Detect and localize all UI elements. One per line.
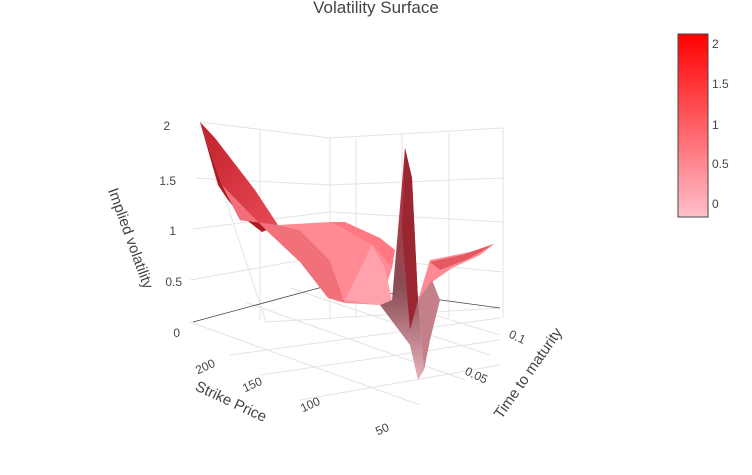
surface-patch bbox=[222, 185, 345, 303]
grid-line bbox=[189, 321, 421, 406]
surface-patch bbox=[328, 245, 392, 305]
grid-line bbox=[199, 121, 504, 139]
x-axis-line bbox=[192, 284, 331, 323]
y-axis-title: Time to maturity bbox=[491, 324, 567, 422]
x-tick-label: 150 bbox=[240, 374, 264, 395]
z-axis-title: Implied volatility bbox=[104, 186, 156, 292]
colorbar[interactable]: 2 1.5 1 0.5 0 bbox=[677, 33, 729, 218]
z-tick-label: 1.5 bbox=[159, 174, 176, 188]
grid-line bbox=[265, 307, 501, 323]
colorbar-gradient bbox=[677, 33, 709, 218]
grid-line bbox=[244, 301, 466, 381]
z-axis-ticks: 2 1.5 1 0.5 0 bbox=[159, 119, 182, 340]
x-tick-label: 200 bbox=[193, 356, 217, 377]
chart-title: Volatility Surface bbox=[313, 0, 439, 17]
colorbar-tick-label: 1.5 bbox=[712, 77, 729, 91]
surface[interactable] bbox=[200, 122, 494, 380]
x-tick-label: 50 bbox=[373, 420, 391, 438]
grid-line bbox=[229, 317, 501, 356]
surface-patch bbox=[418, 280, 440, 370]
surface-patch bbox=[430, 244, 494, 270]
surface-patch bbox=[418, 244, 494, 370]
grid-line bbox=[259, 339, 501, 376]
y-tick-label: 0.1 bbox=[507, 327, 528, 347]
grid-line bbox=[299, 364, 501, 401]
colorbar-tick-label: 1 bbox=[712, 118, 719, 132]
scene-grid bbox=[189, 121, 504, 406]
z-tick-label: 0.5 bbox=[165, 275, 182, 289]
surface-spike bbox=[402, 148, 418, 330]
grid-line bbox=[192, 211, 504, 230]
z-tick-label: 1 bbox=[169, 224, 176, 238]
z-tick-label: 0 bbox=[173, 326, 180, 340]
colorbar-tick-label: 2 bbox=[712, 37, 719, 51]
surface-patch bbox=[200, 122, 278, 225]
z-tick-label: 2 bbox=[163, 119, 170, 133]
grid-line bbox=[289, 287, 491, 356]
colorbar-tick-label: 0.5 bbox=[712, 157, 729, 171]
colorbar-tick-label: 0 bbox=[712, 197, 719, 211]
surface-patch bbox=[330, 222, 395, 268]
